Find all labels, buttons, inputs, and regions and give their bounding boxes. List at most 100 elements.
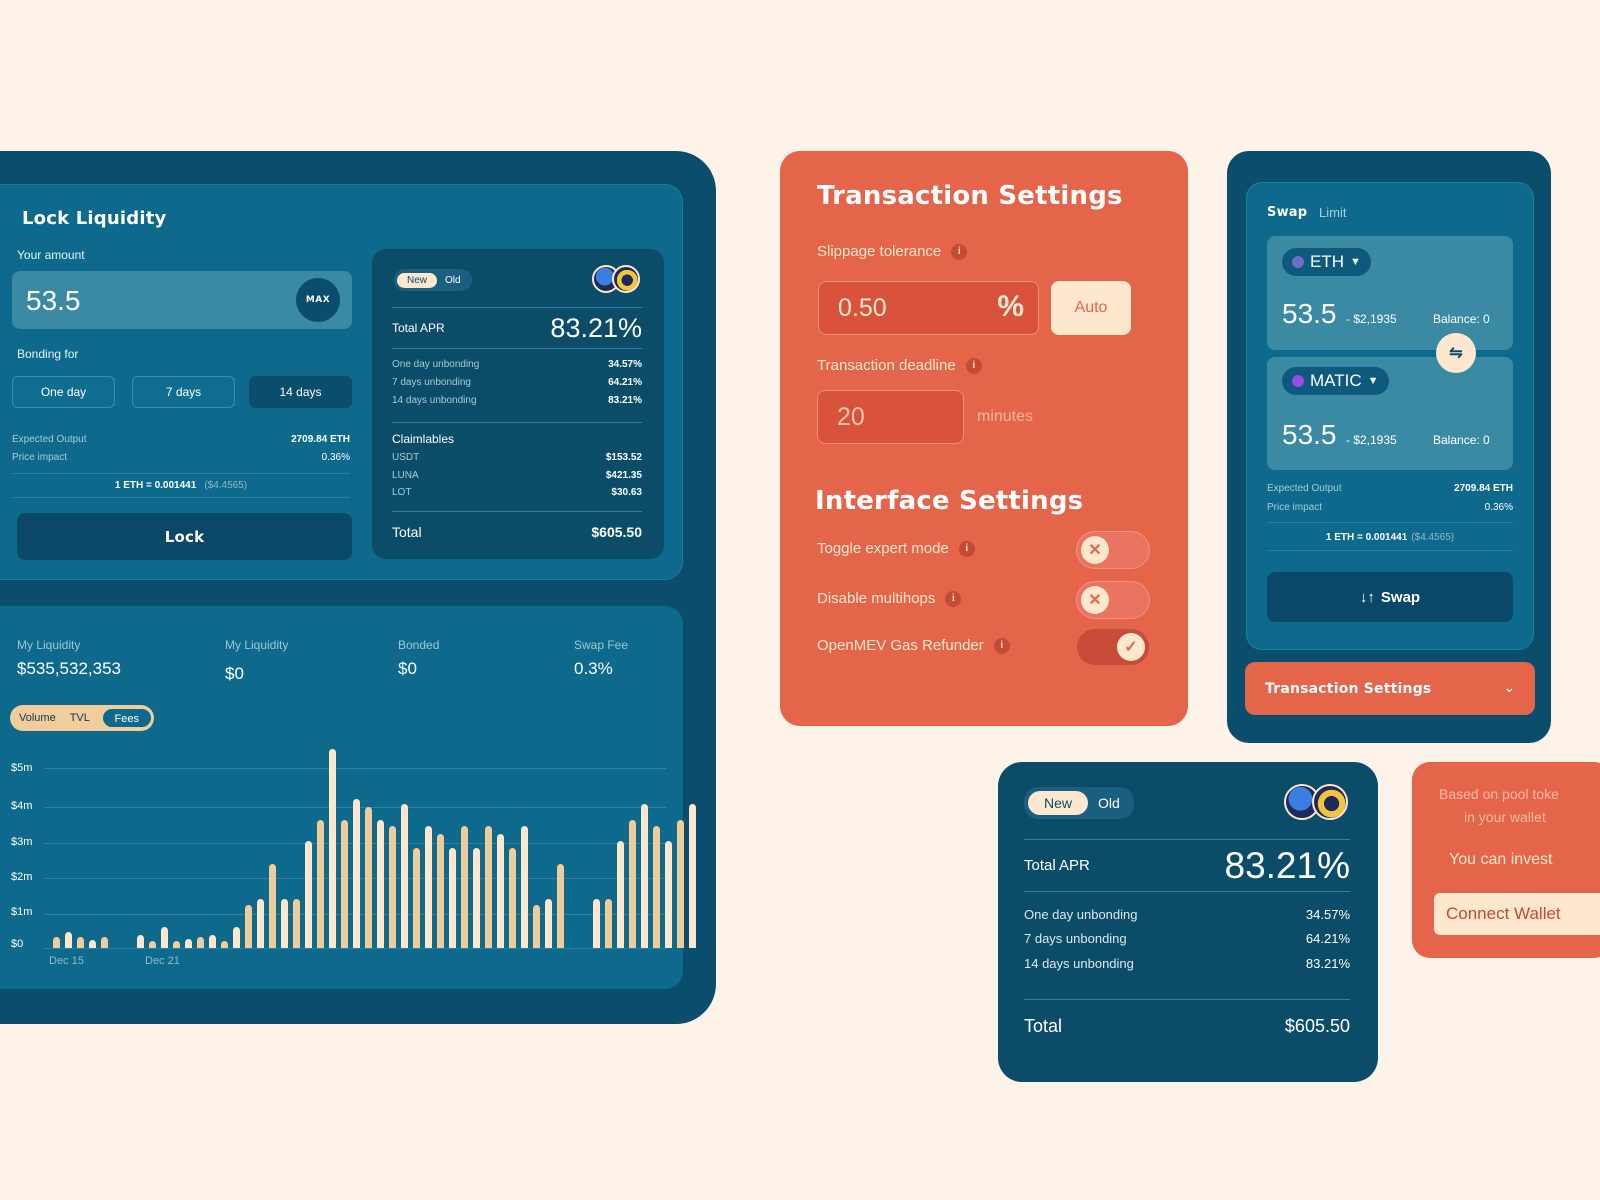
tab-swap[interactable]: Swap bbox=[1267, 205, 1308, 220]
info-icon[interactable]: i bbox=[958, 540, 975, 557]
chart-bar[interactable] bbox=[473, 848, 480, 948]
slippage-input[interactable]: 0.50 % bbox=[818, 281, 1039, 335]
deadline-input[interactable]: 20 bbox=[817, 390, 964, 444]
chart-bar[interactable] bbox=[101, 937, 108, 948]
tab-volume[interactable]: Volume bbox=[19, 712, 56, 724]
expert-mode-toggle[interactable]: ✕ bbox=[1076, 531, 1150, 569]
bonding-14-days-button[interactable]: 14 days bbox=[249, 376, 352, 408]
to-token-box: MATIC ▼ 53.5 - $2,1935 Balance: 0 bbox=[1267, 357, 1513, 470]
unbonding-label: 14 days unbonding bbox=[392, 395, 477, 406]
toggle-old[interactable]: Old bbox=[445, 274, 461, 286]
chart-bar[interactable] bbox=[185, 939, 192, 948]
info-icon[interactable]: i bbox=[951, 243, 968, 260]
chart-bar[interactable] bbox=[653, 826, 660, 948]
chart-bar[interactable] bbox=[377, 820, 384, 948]
chart-bar[interactable] bbox=[77, 937, 84, 948]
chart-bar[interactable] bbox=[89, 940, 96, 948]
chart-bar[interactable] bbox=[257, 899, 264, 948]
info-icon[interactable]: i bbox=[945, 590, 962, 607]
divider bbox=[1024, 999, 1350, 1000]
chart-bar[interactable] bbox=[233, 927, 240, 948]
connect-wallet-button[interactable]: Connect Wallet bbox=[1434, 893, 1600, 935]
chart-bar[interactable] bbox=[401, 804, 408, 948]
chart-bar[interactable] bbox=[221, 941, 228, 948]
chart-bar[interactable] bbox=[161, 927, 168, 948]
bonding-label: Bonding for bbox=[17, 347, 79, 361]
exchange-rate: 1 ETH = 0.001441 ($4.4565) bbox=[1267, 532, 1513, 543]
chart-bar[interactable] bbox=[245, 905, 252, 948]
chart-bar[interactable] bbox=[521, 826, 528, 948]
chart-bar[interactable] bbox=[449, 848, 456, 948]
stat-label: My Liquidity bbox=[17, 638, 81, 652]
transaction-settings-dropdown[interactable]: Transaction Settings ⌄ bbox=[1245, 662, 1535, 715]
auto-slippage-button[interactable]: Auto bbox=[1051, 281, 1131, 335]
from-balance: Balance: 0 bbox=[1433, 312, 1490, 326]
info-icon[interactable]: i bbox=[965, 357, 982, 374]
chart-bar[interactable] bbox=[425, 826, 432, 948]
gas-refunder-toggle[interactable]: ✓ bbox=[1076, 628, 1150, 666]
chart-bar[interactable] bbox=[617, 841, 624, 948]
from-amount[interactable]: 53.5 bbox=[1282, 298, 1337, 329]
lock-button[interactable]: Lock bbox=[17, 513, 352, 560]
swap-direction-icon[interactable]: ⇋ bbox=[1436, 333, 1476, 373]
chart-bar[interactable] bbox=[173, 941, 180, 948]
swap-button[interactable]: ↓↑ Swap bbox=[1267, 572, 1513, 622]
deadline-value: 20 bbox=[837, 403, 865, 431]
unbonding-value: 64.21% bbox=[1305, 931, 1350, 946]
divider bbox=[1024, 891, 1350, 892]
bonding-one-day-button[interactable]: One day bbox=[12, 376, 115, 408]
amount-input[interactable]: 53.5 MAX bbox=[12, 271, 352, 329]
tab-limit[interactable]: Limit bbox=[1319, 205, 1347, 220]
toggle-new[interactable]: New bbox=[397, 272, 438, 288]
chart-bar[interactable] bbox=[557, 864, 564, 948]
chart-bar[interactable] bbox=[281, 899, 288, 948]
chart-bar[interactable] bbox=[329, 749, 336, 948]
chart-bar[interactable] bbox=[65, 932, 72, 948]
chart-bar[interactable] bbox=[305, 841, 312, 948]
multihops-toggle[interactable]: ✕ bbox=[1076, 581, 1150, 619]
total-apr-label: Total APR bbox=[392, 321, 445, 335]
chart-bar[interactable] bbox=[677, 820, 684, 948]
chart-bar[interactable] bbox=[485, 826, 492, 948]
chart-bar[interactable] bbox=[629, 820, 636, 948]
chart-bar[interactable] bbox=[545, 899, 552, 948]
chart-bar[interactable] bbox=[533, 905, 540, 948]
to-token-selector[interactable]: MATIC ▼ bbox=[1282, 367, 1389, 395]
from-token-selector[interactable]: ETH ▼ bbox=[1282, 248, 1371, 276]
chart-bar[interactable] bbox=[389, 826, 396, 948]
chart-bar[interactable] bbox=[641, 804, 648, 948]
chart-bar[interactable] bbox=[497, 834, 504, 948]
info-icon[interactable]: i bbox=[993, 637, 1010, 654]
chart-bar[interactable] bbox=[413, 848, 420, 948]
chart-bar[interactable] bbox=[149, 941, 156, 948]
chart-bar[interactable] bbox=[341, 820, 348, 948]
chart-bar[interactable] bbox=[605, 899, 612, 948]
new-old-toggle[interactable]: New Old bbox=[394, 269, 472, 291]
chart-bar[interactable] bbox=[461, 826, 468, 948]
chart-bar[interactable] bbox=[197, 937, 204, 948]
chart-bar[interactable] bbox=[365, 807, 372, 948]
chart-bar[interactable] bbox=[437, 834, 444, 948]
chart-bar[interactable] bbox=[269, 864, 276, 948]
chart-bar[interactable] bbox=[137, 935, 144, 948]
chart-bar[interactable] bbox=[593, 899, 600, 948]
toggle-old[interactable]: Old bbox=[1098, 795, 1120, 811]
chart-bar[interactable] bbox=[689, 804, 696, 948]
chart-bar[interactable] bbox=[353, 799, 360, 948]
to-amount[interactable]: 53.5 bbox=[1282, 419, 1337, 450]
tab-fees[interactable]: Fees bbox=[101, 708, 152, 728]
chart-metric-toggle[interactable]: Volume TVL Fees bbox=[10, 705, 154, 731]
tab-tvl[interactable]: TVL bbox=[69, 712, 90, 724]
max-button[interactable]: MAX bbox=[296, 278, 340, 322]
chart-bar[interactable] bbox=[53, 937, 60, 948]
chart-bar[interactable] bbox=[293, 899, 300, 948]
new-old-toggle[interactable]: New Old bbox=[1024, 787, 1134, 819]
chart-bar[interactable] bbox=[209, 935, 216, 948]
toggle-new[interactable]: New bbox=[1028, 791, 1089, 815]
chart-bar[interactable] bbox=[509, 848, 516, 948]
chart-bar[interactable] bbox=[665, 841, 672, 948]
chart-bar[interactable] bbox=[317, 820, 324, 948]
bonding-7-days-button[interactable]: 7 days bbox=[132, 376, 235, 408]
expert-mode-text: Toggle expert mode bbox=[817, 540, 949, 557]
expected-output-value: 2709.84 ETH bbox=[1454, 483, 1513, 494]
